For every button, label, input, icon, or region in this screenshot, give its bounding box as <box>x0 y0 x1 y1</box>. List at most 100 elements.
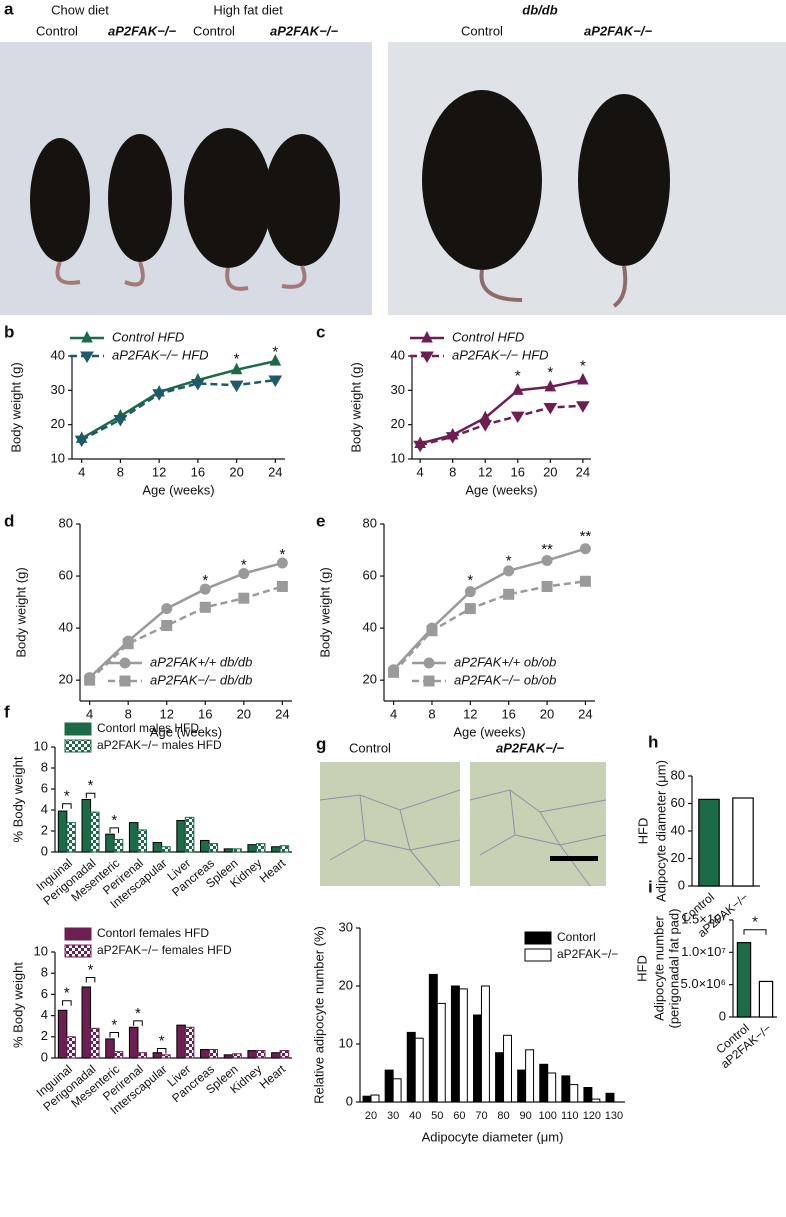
bar <box>161 1054 171 1059</box>
marker <box>238 592 250 604</box>
marker <box>413 440 428 453</box>
photo-label: aP2FAK−/− <box>584 23 652 38</box>
bar <box>436 1002 446 1103</box>
annotation: * <box>111 1017 117 1034</box>
panel-letter: e <box>316 511 325 530</box>
bar <box>57 1009 68 1059</box>
bar <box>480 985 490 1103</box>
y-tick-label: 8 <box>41 965 48 980</box>
panel-letter: i <box>648 877 653 896</box>
legend-label: Contorl females HFD <box>97 926 209 940</box>
x-tick-label: 24 <box>268 464 282 479</box>
x-tick-label: 8 <box>449 464 456 479</box>
x-tick-label: 80 <box>497 1110 509 1122</box>
bar <box>255 843 266 853</box>
bar <box>362 1095 372 1103</box>
series-line <box>88 585 283 682</box>
x-tick-label: 30 <box>387 1110 399 1122</box>
panel-letter: h <box>648 732 658 751</box>
y-tick-label: 60 <box>363 567 377 582</box>
annotation: * <box>506 553 512 570</box>
y-tick-label: 80 <box>59 515 73 530</box>
panel-letter: f <box>4 702 10 721</box>
y-tick-label: 0 <box>41 843 48 858</box>
bar <box>406 1031 416 1103</box>
bar <box>66 822 76 853</box>
annotation: * <box>752 914 758 931</box>
x-tick-label: 130 <box>605 1110 623 1122</box>
x-axis-label: Age (weeks) <box>142 482 214 497</box>
legend-label: aP2FAK−/− db/db <box>150 672 252 687</box>
marker <box>426 625 438 637</box>
legend-label: Control HFD <box>112 329 184 344</box>
annotation: * <box>135 1005 141 1022</box>
bar <box>583 1087 593 1103</box>
y-tick-label: 60 <box>671 795 685 810</box>
bar <box>223 848 234 853</box>
panel-letter: c <box>316 322 325 341</box>
legend-swatch <box>524 931 552 945</box>
marker <box>464 586 476 598</box>
marker <box>122 638 134 650</box>
y-tick-label: 20 <box>391 416 405 431</box>
bar <box>184 816 195 853</box>
significance-bracket <box>156 1047 167 1054</box>
x-tick-label: 12 <box>478 464 492 479</box>
y-axis-label: Body weight (g) <box>13 567 28 657</box>
x-tick-label: 4 <box>78 464 85 479</box>
annotation: * <box>241 557 247 574</box>
y-tick-label: 40 <box>391 347 405 362</box>
marker <box>478 420 493 432</box>
y-tick-label: 80 <box>671 767 685 782</box>
photo-a-left <box>0 42 372 315</box>
y-tick-label: 10 <box>34 738 48 753</box>
bar <box>450 985 460 1103</box>
y-tick-label: 10 <box>34 943 48 958</box>
legend-swatch <box>64 944 92 958</box>
x-tick-label: 20 <box>365 1110 377 1122</box>
series-line <box>81 359 276 440</box>
series-line <box>81 378 276 442</box>
bar <box>539 1063 549 1103</box>
panel-letter: d <box>4 511 14 530</box>
legend-swatch <box>524 948 552 962</box>
x-tick-label: 16 <box>198 706 212 721</box>
bar <box>90 1027 100 1059</box>
y-tick-label: 0 <box>41 1049 48 1064</box>
significance-bracket <box>85 976 96 983</box>
marker <box>388 666 400 678</box>
legend-marker <box>423 675 435 687</box>
bar <box>223 1054 234 1059</box>
x-tick-label: Heart <box>257 1062 289 1092</box>
x-tick-label: 70 <box>475 1110 487 1122</box>
bar <box>232 1053 242 1059</box>
bar <box>81 799 92 853</box>
y-axis-label: Body weight (g) <box>8 362 23 452</box>
bar <box>105 833 115 853</box>
x-tick-label: 60 <box>453 1110 465 1122</box>
bar <box>184 1026 195 1059</box>
annotation: * <box>111 812 117 829</box>
y-tick-label: 6 <box>41 780 48 795</box>
y-tick-label: 8 <box>41 759 48 774</box>
significance-bracket <box>743 929 767 935</box>
x-tick-label: 100 <box>539 1110 557 1122</box>
marker <box>503 588 515 600</box>
bar <box>137 1052 147 1059</box>
significance-bracket <box>62 1000 72 1006</box>
photo-label: Control <box>349 740 391 755</box>
photo-label: High fat diet <box>213 2 283 17</box>
bar <box>113 1051 124 1059</box>
marker <box>511 383 524 395</box>
legend-label: Contorl <box>557 930 596 944</box>
marker <box>190 378 205 391</box>
y-tick-label: 4 <box>41 801 48 816</box>
x-tick-label: 24 <box>576 464 590 479</box>
x-tick-label: Heart <box>257 856 289 886</box>
legend-marker <box>421 330 433 343</box>
annotation: * <box>279 546 285 563</box>
y-axis-label: Body weight (g) <box>348 362 363 452</box>
x-tick-label: 20 <box>540 706 554 721</box>
x-tick-label: 20 <box>229 464 243 479</box>
